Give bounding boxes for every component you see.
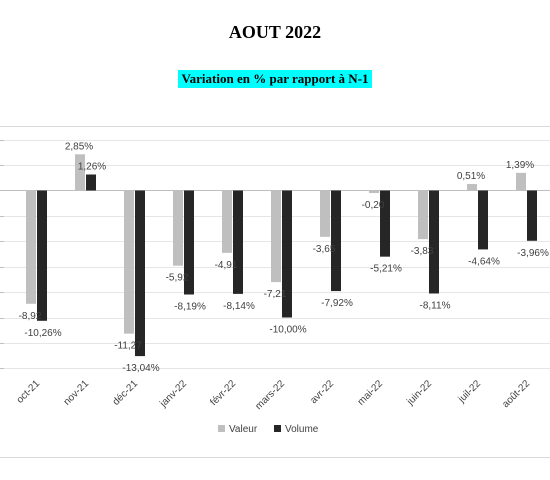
- bar-valeur-juin-22: [418, 190, 428, 240]
- bar-valeur-déc-21: [124, 190, 134, 334]
- x-tick-label-juil-22: juil-22: [456, 378, 484, 406]
- data-label-valeur-juil-22: 0,51%: [457, 171, 485, 182]
- data-label-valeur-déc-21: -11,27: [114, 341, 142, 352]
- x-tick-label-nov-21: nov-21: [62, 378, 92, 408]
- legend-swatch-valeur: [218, 425, 225, 432]
- data-label-volume-août-22: -3,96%: [517, 248, 549, 259]
- x-tick-label-mai-22: mai-22: [356, 378, 386, 408]
- x-tick-label-avr-22: avr-22: [308, 378, 336, 406]
- data-label-volume-févr-22: -8,14%: [223, 301, 255, 312]
- x-tick-label-févr-22: févr-22: [208, 378, 238, 408]
- x-tick-label-mars-22: mars-22: [253, 378, 287, 412]
- legend-label-valeur: Valeur: [229, 424, 258, 435]
- data-label-volume-mars-22: -10,00%: [269, 325, 306, 336]
- bar-valeur-juil-22: [467, 184, 477, 191]
- data-label-valeur-oct-21: -8,92: [19, 311, 42, 322]
- data-label-valeur-janv-22: -5,92: [166, 273, 189, 284]
- bar-valeur-janv-22: [173, 190, 183, 266]
- x-tick-label-déc-21: déc-21: [111, 378, 141, 408]
- data-label-volume-déc-21: -13,04%: [122, 363, 159, 374]
- data-label-volume-juil-22: -4,64%: [468, 256, 500, 267]
- bar-valeur-mai-22: [369, 190, 379, 194]
- data-label-valeur-nov-21: 2,85%: [65, 141, 93, 152]
- bar-valeur-avr-22: [320, 190, 330, 237]
- data-label-valeur-août-22: 1,39%: [506, 160, 534, 171]
- bar-volume-févr-22: [233, 190, 243, 294]
- bar-volume-nov-21: [86, 174, 96, 191]
- bar-valeur-oct-21: [26, 190, 36, 304]
- bar-volume-août-22: [527, 190, 537, 241]
- chart-subtitle: Variation en % par rapport à N-1: [178, 70, 372, 88]
- data-label-valeur-avr-22: -3,65: [313, 244, 336, 255]
- x-tick-label-oct-21: oct-21: [15, 378, 43, 406]
- bar-volume-janv-22: [184, 190, 194, 295]
- bar-volume-déc-21: [135, 190, 145, 357]
- data-label-valeur-mai-22: -0,20: [362, 200, 385, 211]
- data-label-volume-nov-21: 1,26%: [78, 161, 106, 172]
- bar-volume-juin-22: [429, 190, 439, 294]
- bar-volume-mai-22: [380, 190, 390, 257]
- bar-valeur-nov-21: [75, 154, 85, 191]
- x-tick-label-janv-22: janv-22: [157, 378, 189, 410]
- bar-volume-oct-21: [37, 190, 47, 321]
- bar-valeur-févr-22: [222, 190, 232, 253]
- legend-label-volume: Volume: [285, 424, 319, 435]
- x-tick-label-juin-22: juin-22: [404, 378, 434, 408]
- x-tick-label-août-22: août-22: [500, 378, 532, 410]
- data-label-valeur-juin-22: -3,83: [411, 246, 434, 257]
- bar-volume-juil-22: [478, 190, 488, 250]
- data-label-volume-mai-22: -5,21%: [370, 264, 402, 275]
- data-label-volume-avr-22: -7,92%: [321, 298, 353, 309]
- data-label-valeur-mars-22: -7,21: [264, 289, 287, 300]
- bar-valeur-août-22: [516, 172, 526, 191]
- data-label-volume-juin-22: -8,11%: [420, 300, 451, 311]
- legend-swatch-volume: [274, 425, 281, 432]
- data-label-valeur-févr-22: -4,91: [215, 260, 238, 271]
- chart-frame: [0, 126, 550, 458]
- bar-volume-avr-22: [331, 190, 341, 292]
- data-label-volume-oct-21: -10,26%: [24, 328, 61, 339]
- bar-volume-mars-22: [282, 190, 292, 318]
- bar-valeur-mars-22: [271, 190, 281, 283]
- data-label-volume-janv-22: -8,19%: [174, 302, 206, 313]
- chart-title: AOUT 2022: [228, 22, 322, 42]
